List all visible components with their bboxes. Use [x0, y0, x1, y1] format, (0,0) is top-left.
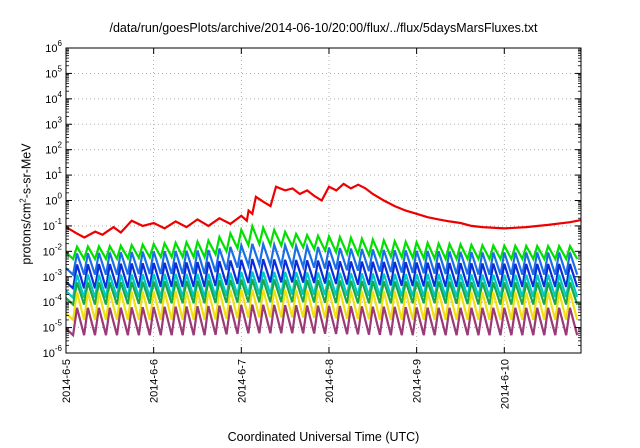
- y-tick-base: 10: [45, 196, 57, 208]
- y-tick-label: 103: [45, 115, 62, 131]
- y-tick-exponent: -5: [55, 319, 63, 328]
- series-line-5: [65, 271, 579, 300]
- y-tick-exponent: 2: [58, 141, 63, 150]
- y-tick-exponent: 0: [58, 192, 63, 201]
- chart-title: /data/run/goesPlots/archive/2014-06-10/2…: [109, 21, 538, 35]
- y-tick-base: 10: [43, 348, 55, 360]
- y-tick-exponent: -2: [55, 242, 63, 251]
- x-tick-label: 2014-6-8: [324, 359, 336, 403]
- y-tick-base: 10: [45, 145, 57, 157]
- y-tick-exponent: 1: [58, 166, 63, 175]
- x-tick-label: 2014-6-7: [236, 359, 248, 403]
- y-tick-exponent: -6: [55, 344, 63, 353]
- y-tick-label: 10-3: [43, 268, 63, 284]
- y-tick-base: 10: [45, 170, 57, 182]
- x-tick-labels: 2014-6-5 2014-6-6 2014-6-7 2014-6-8 2014-6-9…: [61, 359, 511, 409]
- series-line-3: [65, 239, 579, 277]
- y-tick-base: 10: [43, 272, 55, 284]
- x-axis-label: Coordinated Universal Time (UTC): [227, 430, 420, 444]
- series-layer: [65, 182, 582, 338]
- y-tick-label: 10-4: [43, 293, 63, 309]
- y-tick-label: 10-5: [43, 319, 63, 335]
- x-tick-label: 2014-6-5: [61, 359, 73, 403]
- y-tick-exponent: -1: [55, 217, 63, 226]
- y-tick-base: 10: [43, 246, 55, 258]
- y-tick-base: 10: [43, 323, 55, 335]
- y-tick-base: 10: [45, 119, 57, 131]
- y-tick-exponent: -3: [55, 268, 63, 277]
- series-line-6: [65, 278, 579, 307]
- x-tick-label: 2014-6-9: [412, 359, 424, 403]
- y-tick-label: 100: [45, 192, 62, 208]
- y-tick-exponent: -4: [55, 293, 63, 302]
- y-tick-exponent: 5: [58, 64, 63, 73]
- tick-marks: [65, 47, 581, 354]
- series-line-4: [65, 258, 579, 291]
- y-tick-base: 10: [43, 221, 55, 233]
- y-tick-exponent: 3: [58, 115, 63, 124]
- y-tick-base: 10: [43, 297, 55, 309]
- y-tick-base: 10: [45, 43, 57, 55]
- y-tick-exponent: 6: [58, 39, 63, 48]
- y-tick-base: 10: [45, 68, 57, 80]
- series-line-7: [65, 289, 579, 323]
- y-tick-label: 10-1: [43, 217, 63, 233]
- y-tick-label: 102: [45, 141, 62, 157]
- y-tick-label: 10-2: [43, 242, 63, 258]
- series-line-8: [65, 304, 579, 338]
- y-tick-base: 10: [45, 94, 57, 106]
- x-tick-label: 2014-6-6: [149, 359, 161, 403]
- y-tick-label: 104: [45, 90, 62, 106]
- y-tick-exponent: 4: [58, 90, 63, 99]
- y-tick-label: 10-6: [43, 344, 63, 360]
- y-tick-label: 105: [45, 64, 62, 80]
- y-tick-label: 101: [45, 166, 62, 182]
- y-tick-labels: 10-610-510-410-310-210-11001011021031041…: [43, 39, 63, 360]
- grid: [66, 48, 581, 353]
- series-line-2: [65, 222, 579, 263]
- y-tick-label: 106: [45, 39, 62, 55]
- series-line-1: [65, 182, 582, 239]
- x-tick-label: 2014-6-10: [499, 359, 511, 409]
